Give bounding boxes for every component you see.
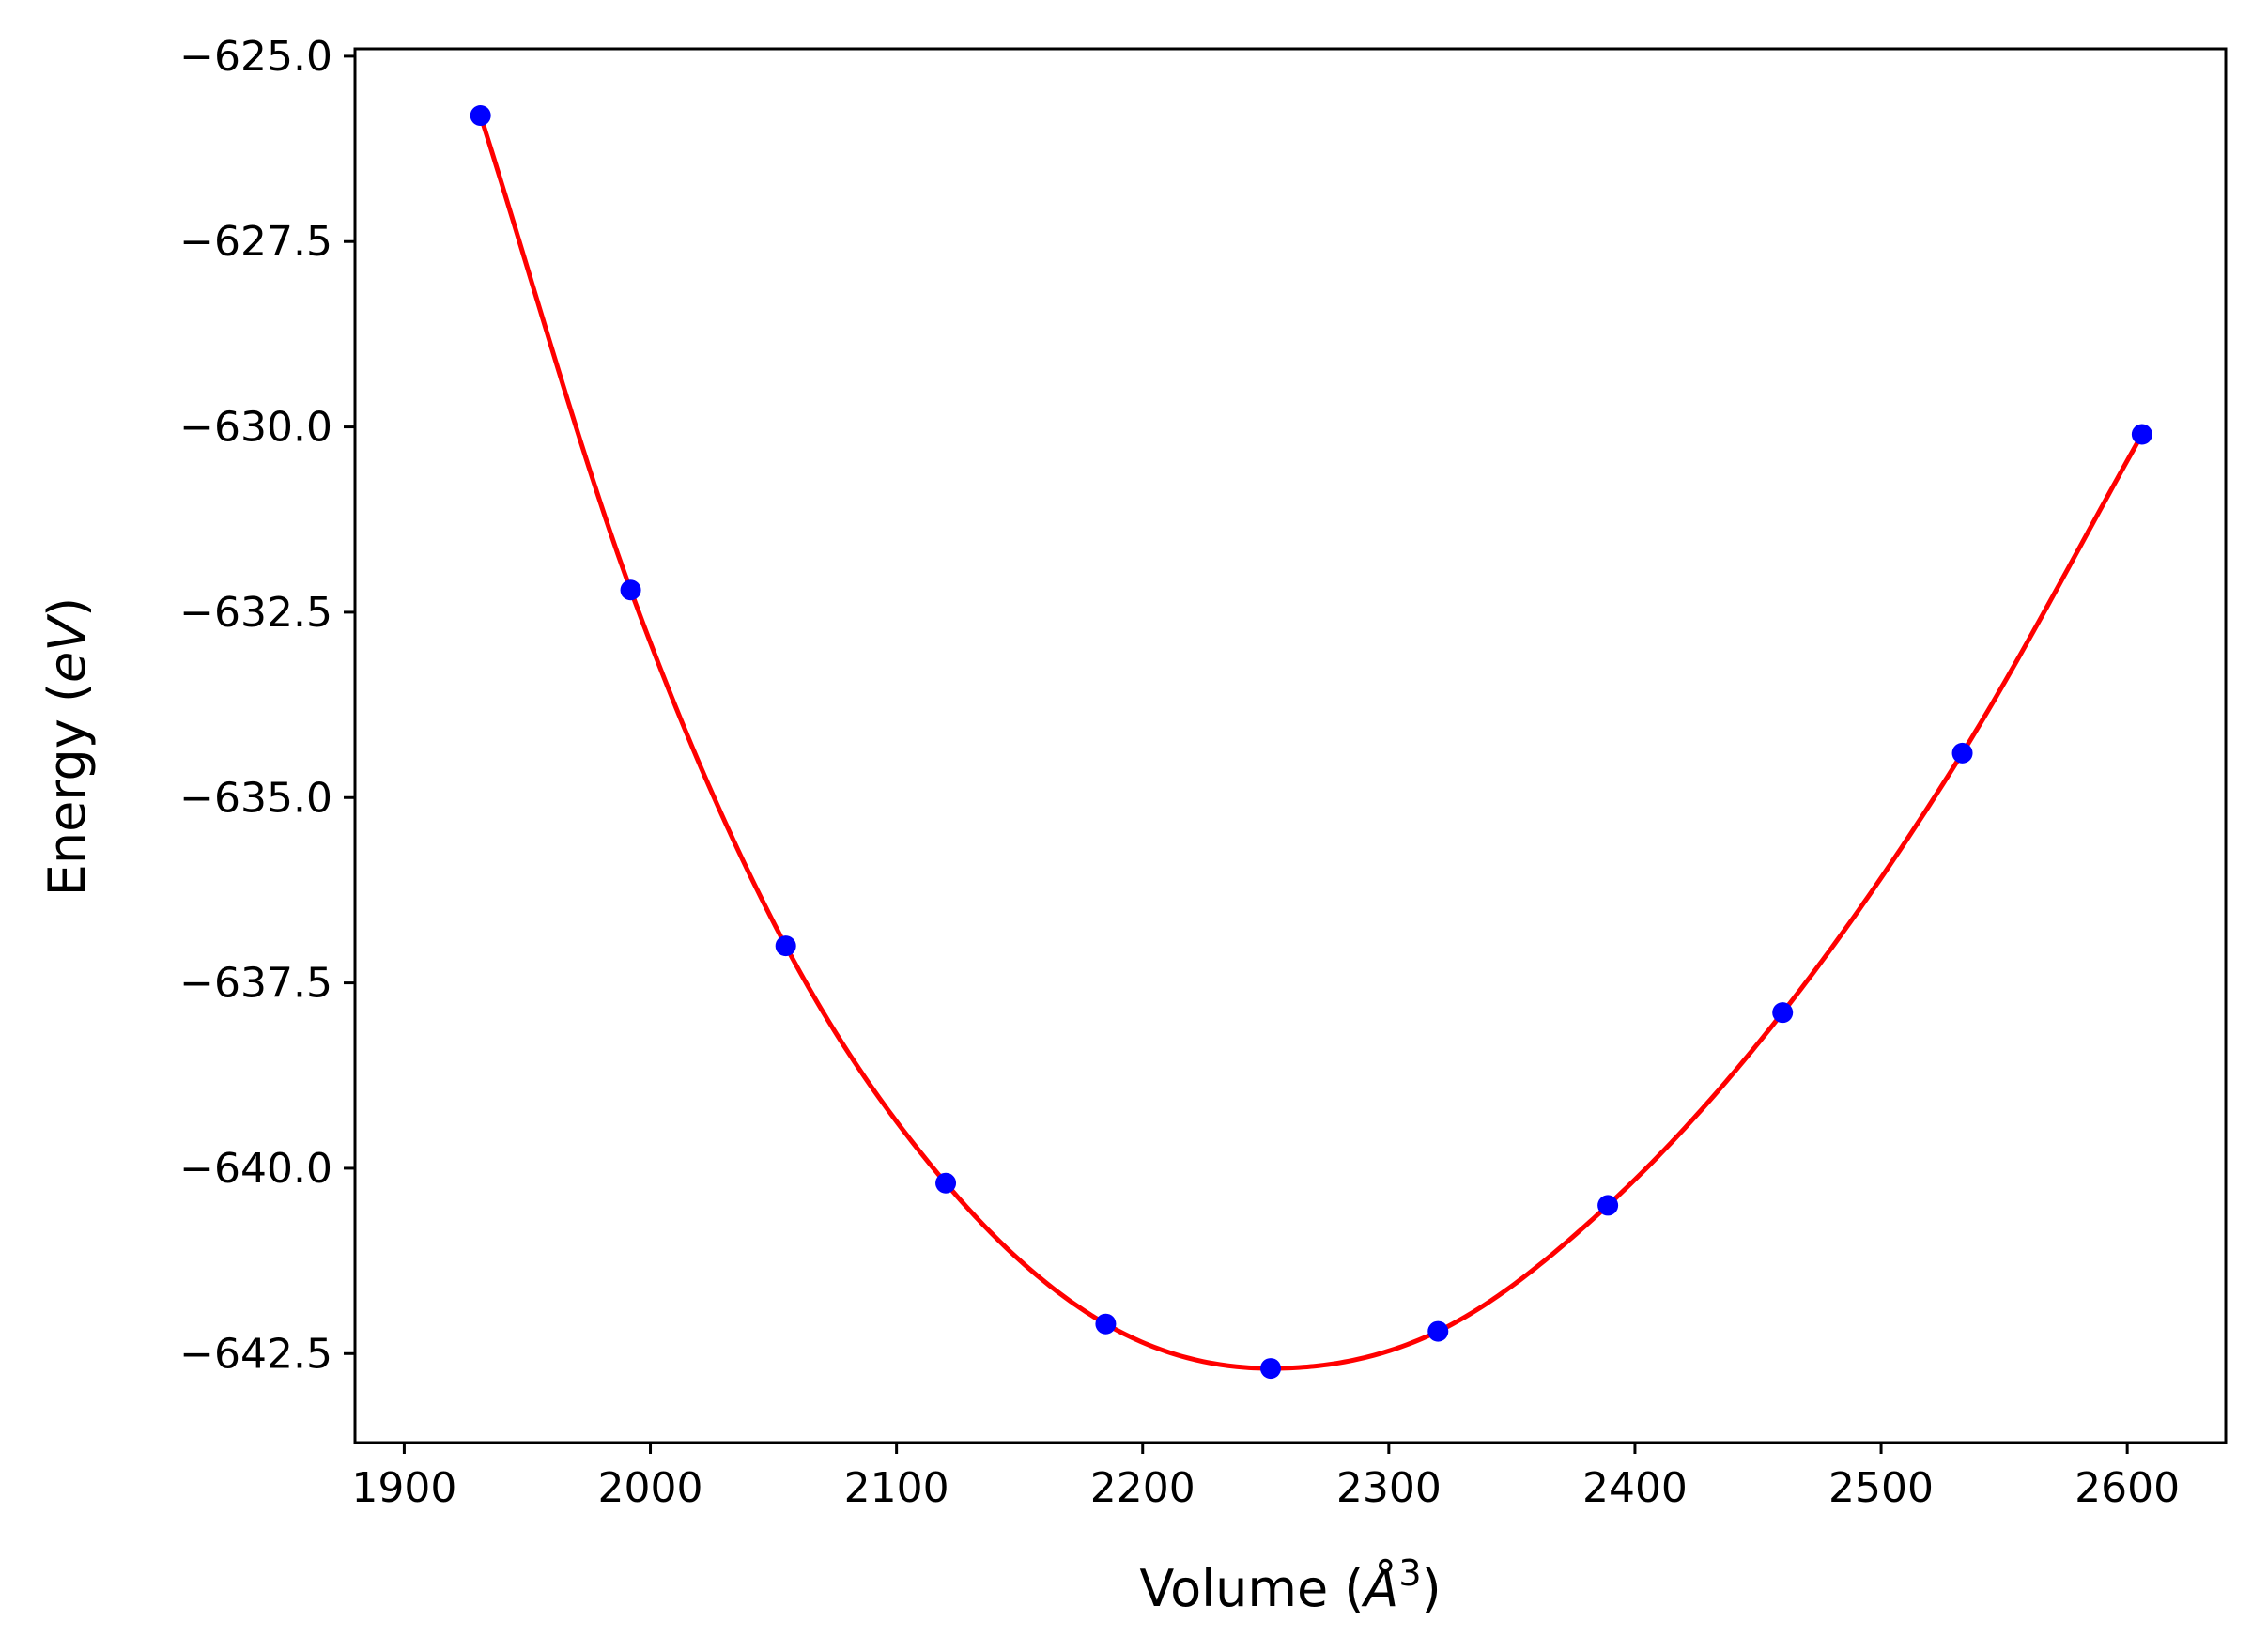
fit-curve-layer [478,113,2145,1371]
y-tick-label: −625.0 [179,33,332,81]
x-axis-title-symbol: Å [1361,1558,1398,1618]
data-point [620,579,641,601]
y-axis-title-prefix: Energy ( [38,683,97,896]
data-point [2131,424,2152,445]
y-axis-title-suffix: ) [38,597,97,617]
plot-frame [353,47,2228,1444]
data-point [470,105,491,127]
data-point [775,935,796,957]
x-axis-title-superscript: 3 [1398,1552,1421,1594]
fit-curve-line [478,113,2145,1371]
y-axis: −625.0 −627.5 −630.0 −632.5 −635.0 −637.5 −640… [179,33,355,1378]
y-axis-title-italic: eV [38,613,97,683]
data-point [1260,1358,1282,1380]
x-tick-label: 2100 [844,1464,949,1512]
x-tick-label: 2600 [2075,1464,2180,1512]
data-point [1597,1195,1619,1216]
x-tick-label: 2400 [1582,1464,1688,1512]
data-point [1951,742,1973,764]
x-tick-label: 2500 [1828,1464,1934,1512]
x-tick-label: 2000 [598,1464,703,1512]
y-tick-label: −637.5 [179,960,332,1008]
y-tick-label: −632.5 [179,589,332,637]
x-tick-label: 1900 [351,1464,456,1512]
data-point [1772,1002,1794,1024]
x-tick-label: 2200 [1090,1464,1195,1512]
data-points-layer [470,105,2152,1380]
y-tick-label: −630.0 [179,404,332,452]
y-tick-label: −635.0 [179,774,332,822]
x-axis-title-suffix: ) [1422,1559,1442,1618]
y-axis-title: Energy (eV) [38,597,97,897]
data-point [1427,1320,1449,1342]
data-point [935,1172,957,1194]
y-tick-label: −627.5 [179,218,332,266]
data-point [1095,1313,1117,1335]
x-tick-label: 2300 [1336,1464,1442,1512]
y-tick-label: −640.0 [179,1145,332,1193]
x-axis-title-prefix: Volume ( [1139,1559,1364,1618]
y-tick-label: −642.5 [179,1330,332,1378]
x-axis-title: Volume (Å3) [1139,1552,1441,1618]
x-axis: 1900 2000 2100 2200 2300 2400 2500 2600 [351,1443,2180,1512]
